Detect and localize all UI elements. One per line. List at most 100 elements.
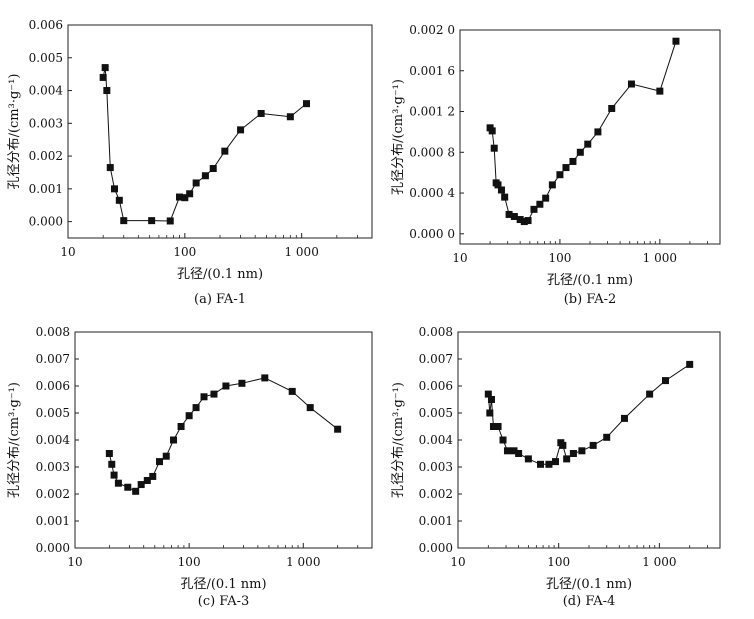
data-point: [177, 423, 185, 430]
data-point: [137, 481, 145, 489]
y-tick-label: 0.000 0: [409, 227, 455, 241]
data-point: [110, 471, 118, 479]
data-point: [238, 379, 246, 387]
data-point: [530, 205, 538, 213]
data-point: [672, 37, 680, 45]
data-point: [99, 73, 107, 81]
chart-panel: 0.000 0.001 0.002 0.003 0.004 0.005 0.006 0.007…: [7, 325, 373, 609]
panel-caption: (c) FA-3: [198, 594, 250, 609]
data-point: [646, 390, 654, 398]
y-tick-label: 0.008: [419, 325, 453, 339]
x-tick-label: 1 000: [643, 251, 677, 265]
data-point: [201, 172, 209, 180]
plot-frame: [457, 331, 721, 549]
data-point: [490, 144, 498, 152]
data-point: [166, 217, 174, 225]
y-tick-label: 0.003: [419, 460, 453, 474]
y-tick-label: 0.004: [36, 433, 71, 447]
data-point: [576, 148, 584, 156]
data-point: [584, 140, 592, 148]
data-point: [661, 377, 669, 385]
data-point: [302, 100, 310, 108]
y-tick-label: 0.006: [36, 379, 70, 393]
data-point: [503, 447, 511, 455]
x-axis-label: 孔径/(0.1 nm): [180, 577, 266, 592]
data-point: [569, 157, 577, 165]
data-point: [288, 387, 296, 395]
y-tick-label: 0.005: [419, 406, 453, 420]
data-point: [542, 194, 550, 202]
data-point: [222, 382, 230, 390]
plot-frame: [74, 331, 373, 549]
y-tick-label: 0.001: [36, 514, 70, 528]
panel-caption: (b) FA-2: [564, 292, 617, 307]
data-point: [559, 441, 567, 449]
data-point: [210, 390, 218, 398]
data-point: [656, 87, 664, 95]
x-tick-label: 1 000: [642, 555, 676, 569]
data-point: [487, 396, 495, 403]
data-point: [334, 425, 342, 433]
data-point: [181, 194, 189, 202]
x-tick-label: 1 000: [284, 245, 318, 259]
data-point: [200, 393, 208, 401]
data-point: [148, 217, 156, 225]
panel-caption: (a) FA-1: [194, 292, 246, 307]
data-point: [510, 447, 518, 455]
chart-panel: 0.000 0.001 0.002 0.003 0.004 0.005 0.006 0.007…: [391, 325, 721, 609]
y-tick-label: 0.005: [29, 51, 63, 65]
data-point: [170, 436, 178, 444]
data-point: [608, 104, 616, 112]
data-point: [192, 404, 200, 412]
x-tick-label: 100: [178, 555, 201, 569]
data-point: [115, 196, 123, 204]
data-point: [536, 200, 544, 208]
data-point: [185, 412, 193, 420]
data-point: [149, 472, 157, 480]
data-point: [552, 458, 560, 466]
y-tick-label: 0.002: [29, 149, 63, 163]
data-point: [501, 193, 509, 201]
data-point: [562, 164, 570, 172]
data-point: [524, 455, 532, 463]
data-point: [589, 441, 597, 449]
data-point: [221, 147, 229, 155]
y-tick-label: 0.002: [36, 487, 70, 501]
x-tick-label: 10: [450, 555, 465, 569]
panel-caption: (d) FA-4: [563, 594, 616, 609]
y-tick-label: 0.000: [36, 541, 70, 555]
data-point: [494, 423, 502, 430]
y-tick-label: 0.004: [29, 84, 64, 98]
y-axis-label: 孔径分布/(cm³·g⁻¹): [391, 382, 406, 498]
data-point: [143, 477, 151, 484]
data-point: [510, 212, 518, 220]
chart-panel: 0.000 0 0.000 4 0.000 8 0.001 2 0.001 6 0.002…: [391, 23, 721, 307]
data-point: [306, 404, 314, 412]
data-point: [505, 210, 513, 218]
x-tick-label: 10: [60, 245, 75, 259]
series-line: [487, 363, 690, 465]
x-axis-label: 孔径/(0.1 nm): [177, 267, 263, 282]
data-point: [110, 185, 118, 193]
y-axis-label: 孔径分布/(cm³·g⁻¹): [7, 74, 22, 190]
data-point: [162, 452, 170, 460]
data-point: [488, 127, 496, 135]
data-point: [237, 126, 245, 134]
data-point: [106, 164, 114, 172]
x-tick-label: 10: [67, 555, 82, 569]
y-tick-label: 0.008: [36, 325, 70, 339]
data-point: [537, 460, 545, 468]
y-tick-label: 0.001 6: [409, 64, 455, 78]
y-tick-label: 0.001: [419, 514, 453, 528]
data-point: [286, 113, 294, 121]
y-tick-label: 0.000 4: [409, 186, 455, 200]
data-point: [132, 487, 140, 495]
data-point: [497, 186, 505, 194]
data-point: [186, 190, 194, 198]
y-tick-label: 0.005: [36, 406, 70, 420]
data-point: [545, 460, 553, 468]
data-point: [494, 181, 502, 189]
y-tick-label: 0.000 8: [409, 145, 455, 159]
data-point: [103, 87, 111, 95]
